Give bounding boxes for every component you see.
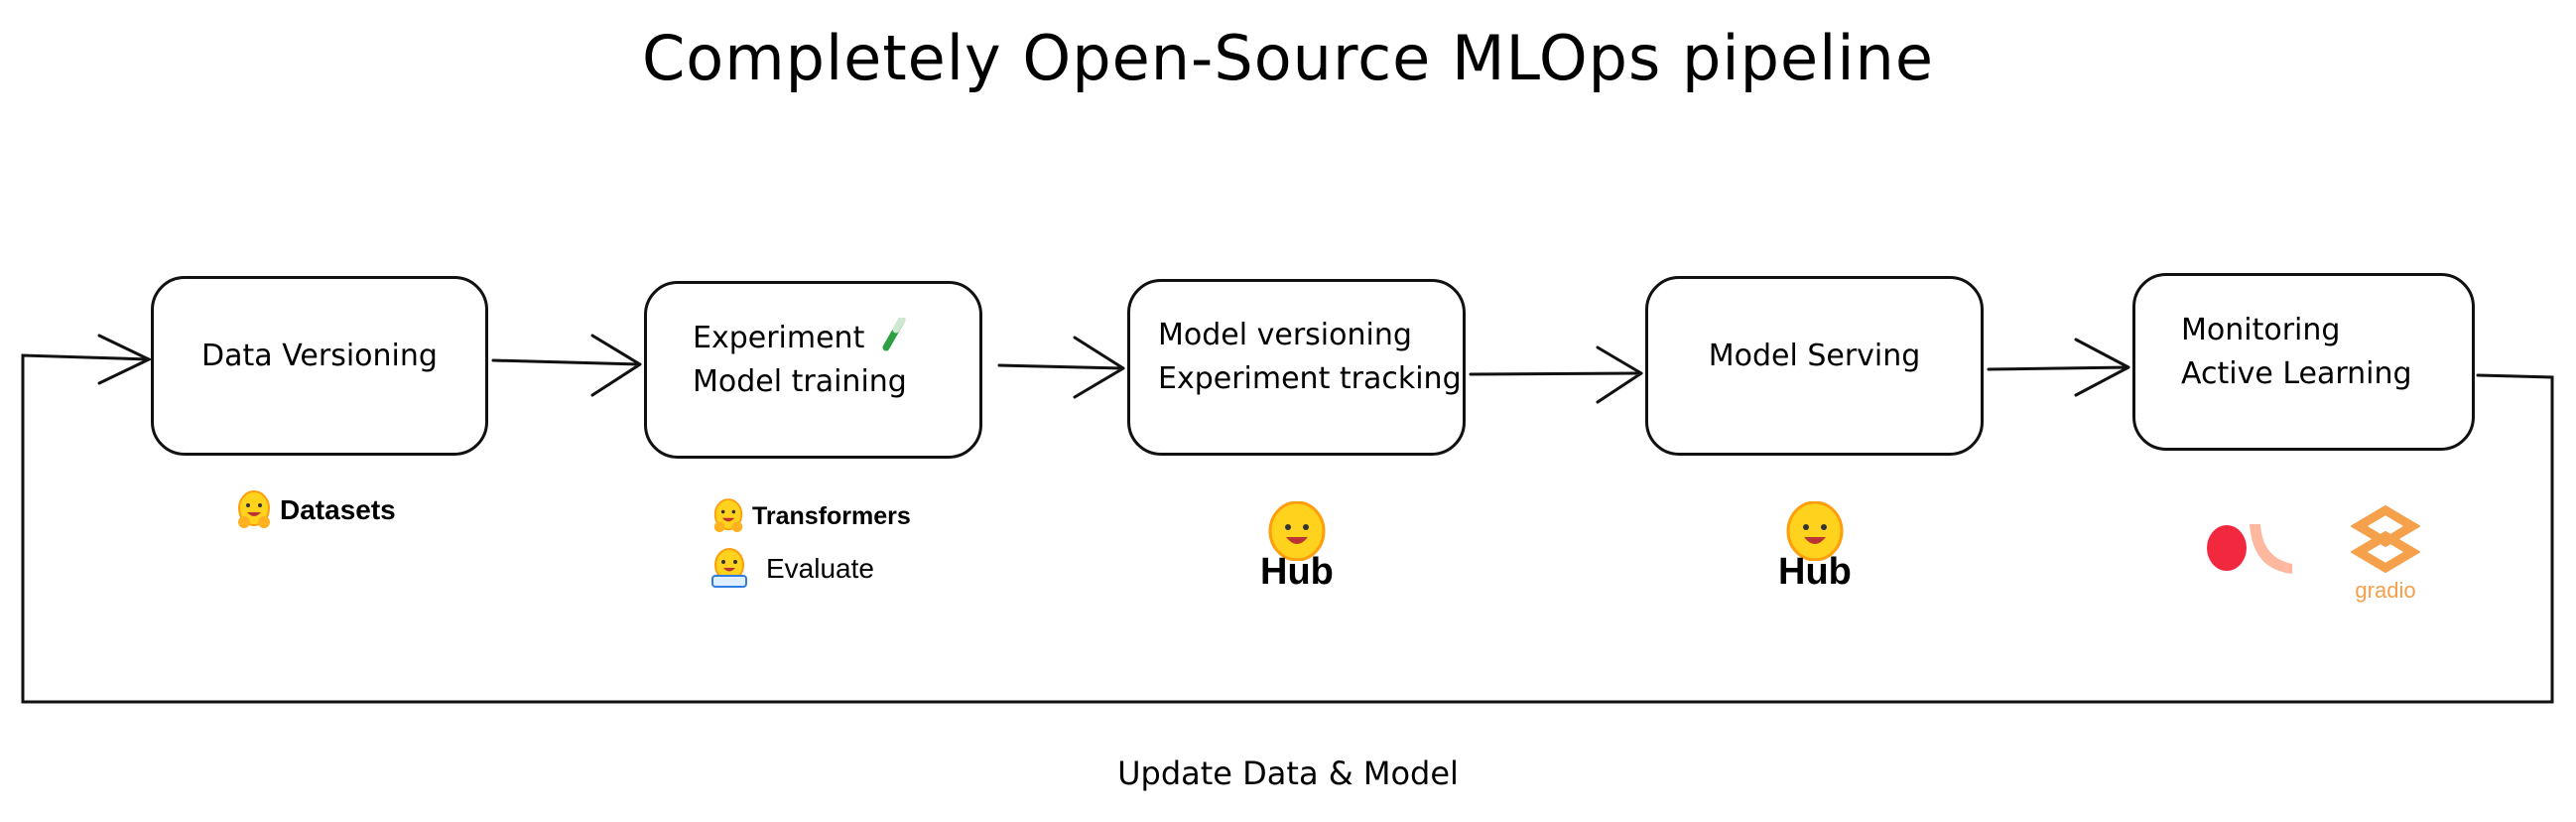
stage-experiment: Experiment Model training [644,281,982,459]
arrow-head-1 [97,334,153,385]
tool-datasets: Datasets [236,490,396,530]
gradio-logo: gradio [2348,504,2423,604]
hugging-face-icon [238,490,270,528]
stage-data-versioning: Data Versioning [151,276,488,456]
stage-label: Model Serving [1708,338,1921,373]
stage-label: Model versioning [1158,318,1412,352]
arrow-3-4 [1469,345,1643,404]
gradio-label: gradio [2355,578,2416,603]
loop-connector [21,353,2554,704]
tool-hub-1: Hub [1260,501,1334,594]
stage-monitoring: Monitoring Active Learning [2132,273,2475,451]
stage-label: Active Learning [2181,355,2412,391]
stage-label: Experiment [693,320,865,355]
stage-label: Monitoring [2181,312,2341,347]
hugging-face-icon [1268,501,1326,561]
stage-label: Experiment tracking [1158,361,1462,396]
arrow-1-2 [491,334,642,397]
tool-label: Hub [1778,551,1852,593]
stage-model-serving: Model Serving [1645,276,1984,456]
tool-label: Hub [1260,551,1334,593]
arrow-4-5 [1987,338,2130,397]
loop-label: Update Data & Model [1117,754,1459,792]
stage-label: Model training [693,363,907,399]
stage-label: Data Versioning [201,338,438,373]
test-tube-icon [882,316,906,350]
diagram-title: Completely Open-Source MLOps pipeline [641,22,1934,94]
stage-model-versioning: Model versioning Experiment tracking [1127,279,1466,456]
tool-hub-2: Hub [1778,501,1852,594]
hugging-face-icon [713,498,743,532]
tool-label: Transformers [752,501,911,530]
hugging-face-evaluate-icon [711,548,747,588]
argilla-logo [2207,524,2292,574]
hugging-face-icon [1786,501,1844,561]
gradio-icon [2350,504,2421,574]
tool-evaluate: Evaluate [710,548,874,590]
tool-transformers: Transformers [712,498,911,534]
tool-label: Datasets [280,494,396,525]
arrow-2-3 [997,336,1125,399]
tool-label: Evaluate [766,553,874,584]
